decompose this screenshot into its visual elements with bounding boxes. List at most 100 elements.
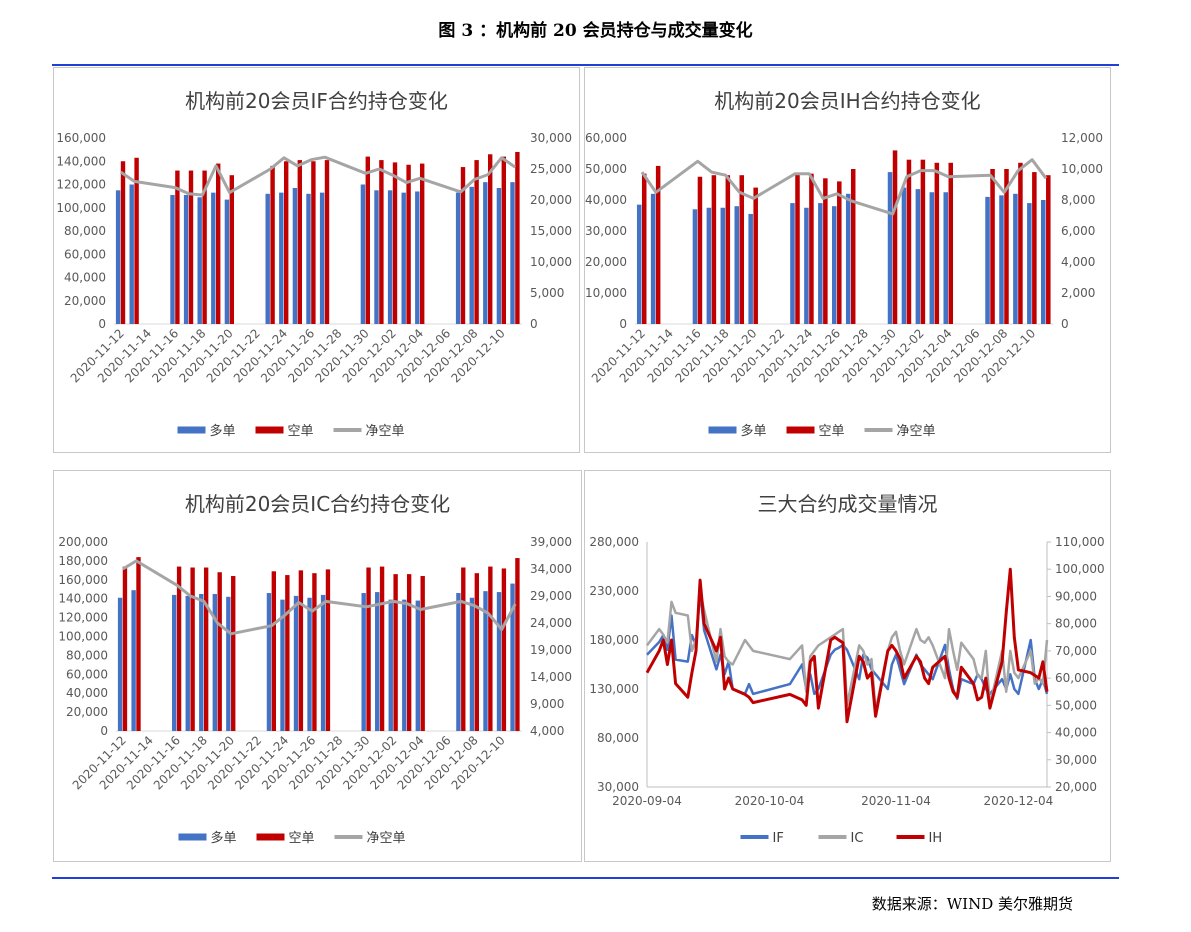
bar-多单 xyxy=(510,583,515,731)
bar-空单 xyxy=(697,176,703,324)
bar-多单 xyxy=(469,597,475,731)
bar-空单 xyxy=(501,568,507,731)
bar-空单 xyxy=(188,170,194,324)
y-tick-label: 30,000 xyxy=(585,224,627,238)
y2-tick-label: 30,000 xyxy=(530,131,572,145)
y2-tick-label: 10,000 xyxy=(1061,162,1103,176)
y2-tick-label: 9,000 xyxy=(530,697,564,711)
bar-空单 xyxy=(136,557,141,731)
bar-多单 xyxy=(224,199,230,324)
bar-空单 xyxy=(474,573,480,731)
bar-空单 xyxy=(271,571,277,731)
legend-label: 净空单 xyxy=(367,831,406,846)
chart-title: 三大合约成交量情况 xyxy=(758,492,938,516)
y2-tick-label: 110,000 xyxy=(1055,535,1105,549)
y-tick-label: 160,000 xyxy=(56,131,106,145)
y2-tick-label: 90,000 xyxy=(1055,589,1097,603)
y2-tick-label: 5,000 xyxy=(530,286,564,300)
y-tick-label: 80,000 xyxy=(66,648,108,662)
y2-tick-label: 50,000 xyxy=(1055,698,1097,712)
bottom-rule xyxy=(52,877,1119,879)
bar-多单 xyxy=(183,194,189,324)
figure-title: 图 3 ：机构前 20 会员持仓与成交量变化 xyxy=(438,21,753,41)
bar-空单 xyxy=(176,566,182,731)
bar-空单 xyxy=(809,173,814,324)
y-tick-label: 50,000 xyxy=(585,162,627,176)
bar-多单 xyxy=(832,206,837,324)
line-净空单 xyxy=(122,559,517,636)
bar-空单 xyxy=(217,572,222,731)
bar-空单 xyxy=(420,163,425,324)
bar-多单 xyxy=(706,207,712,324)
bar-空单 xyxy=(515,151,520,324)
bar-空单 xyxy=(311,161,316,324)
y2-tick-label: 29,000 xyxy=(530,589,572,603)
bar-空单 xyxy=(134,157,139,324)
y-tick-label: 100,000 xyxy=(58,630,108,644)
bar-空单 xyxy=(474,160,479,324)
y2-tick-label: 4,000 xyxy=(1061,255,1095,269)
bar-多单 xyxy=(361,593,366,731)
bar-多单 xyxy=(292,187,298,324)
bar-多单 xyxy=(387,190,393,324)
bar-多单 xyxy=(999,195,1004,324)
y2-tick-label: 20,000 xyxy=(530,193,572,207)
x-tick-label: 2020-11-04 xyxy=(861,794,931,808)
bar-多单 xyxy=(388,599,393,731)
bar-空单 xyxy=(920,159,926,324)
y-tick-label: 30,000 xyxy=(597,780,639,794)
x-tick-label: 2020-09-04 xyxy=(612,794,682,808)
bar-空单 xyxy=(739,175,745,324)
bar-空单 xyxy=(850,169,856,324)
y-tick-label: 120,000 xyxy=(56,178,106,192)
bar-多单 xyxy=(415,600,420,731)
bar-空单 xyxy=(393,574,398,731)
bar-多单 xyxy=(804,207,809,324)
y2-tick-label: 0 xyxy=(1061,317,1069,331)
chart-title: 机构前20会员IH合约持仓变化 xyxy=(714,89,980,113)
y-tick-label: 120,000 xyxy=(58,611,108,625)
y-tick-label: 20,000 xyxy=(64,294,106,308)
bar-多单 xyxy=(293,595,299,731)
bar-多单 xyxy=(402,599,407,731)
bar-多单 xyxy=(455,192,461,324)
bar-空单 xyxy=(488,566,493,731)
bar-多单 xyxy=(172,594,177,731)
y-tick-label: 40,000 xyxy=(66,686,108,700)
y-tick-label: 10,000 xyxy=(585,286,627,300)
bar-空单 xyxy=(325,569,331,731)
bar-空单 xyxy=(515,558,520,731)
bar-多单 xyxy=(692,209,698,324)
y2-tick-label: 14,000 xyxy=(530,670,572,684)
bar-多单 xyxy=(1041,200,1046,324)
bar-多单 xyxy=(199,593,204,731)
bar-空单 xyxy=(122,566,128,731)
bar-空单 xyxy=(1004,169,1009,324)
y2-tick-label: 100,000 xyxy=(1055,562,1105,576)
bar-空单 xyxy=(488,154,493,324)
y2-tick-label: 6,000 xyxy=(1061,224,1095,238)
bar-空单 xyxy=(420,576,425,731)
bar-空单 xyxy=(202,170,207,324)
bar-多单 xyxy=(307,597,312,731)
bar-多单 xyxy=(266,593,272,731)
bar-空单 xyxy=(1046,175,1051,324)
y2-tick-label: 0 xyxy=(530,317,538,331)
chart-volume: 三大合约成交量情况 30,000 80,000 130,000 180,000 230,0… xyxy=(589,492,1105,846)
bar-空单 xyxy=(990,169,995,324)
bar-多单 xyxy=(415,191,420,324)
bar-多单 xyxy=(1013,193,1018,324)
chart-title: 机构前20会员IC合约持仓变化 xyxy=(185,492,450,516)
line-净空单 xyxy=(119,155,517,197)
y-tick-label: 100,000 xyxy=(56,201,106,215)
bar-多单 xyxy=(279,192,284,324)
bar-空单 xyxy=(175,170,180,324)
bar-多单 xyxy=(306,193,311,324)
bar-空单 xyxy=(725,175,731,324)
y2-tick-label: 4,000 xyxy=(530,724,564,738)
y2-tick-label: 34,000 xyxy=(530,562,572,576)
bar-空单 xyxy=(753,187,758,324)
bar-空单 xyxy=(501,156,506,324)
bar-空单 xyxy=(312,573,317,731)
y-tick-label: 60,000 xyxy=(585,131,627,145)
